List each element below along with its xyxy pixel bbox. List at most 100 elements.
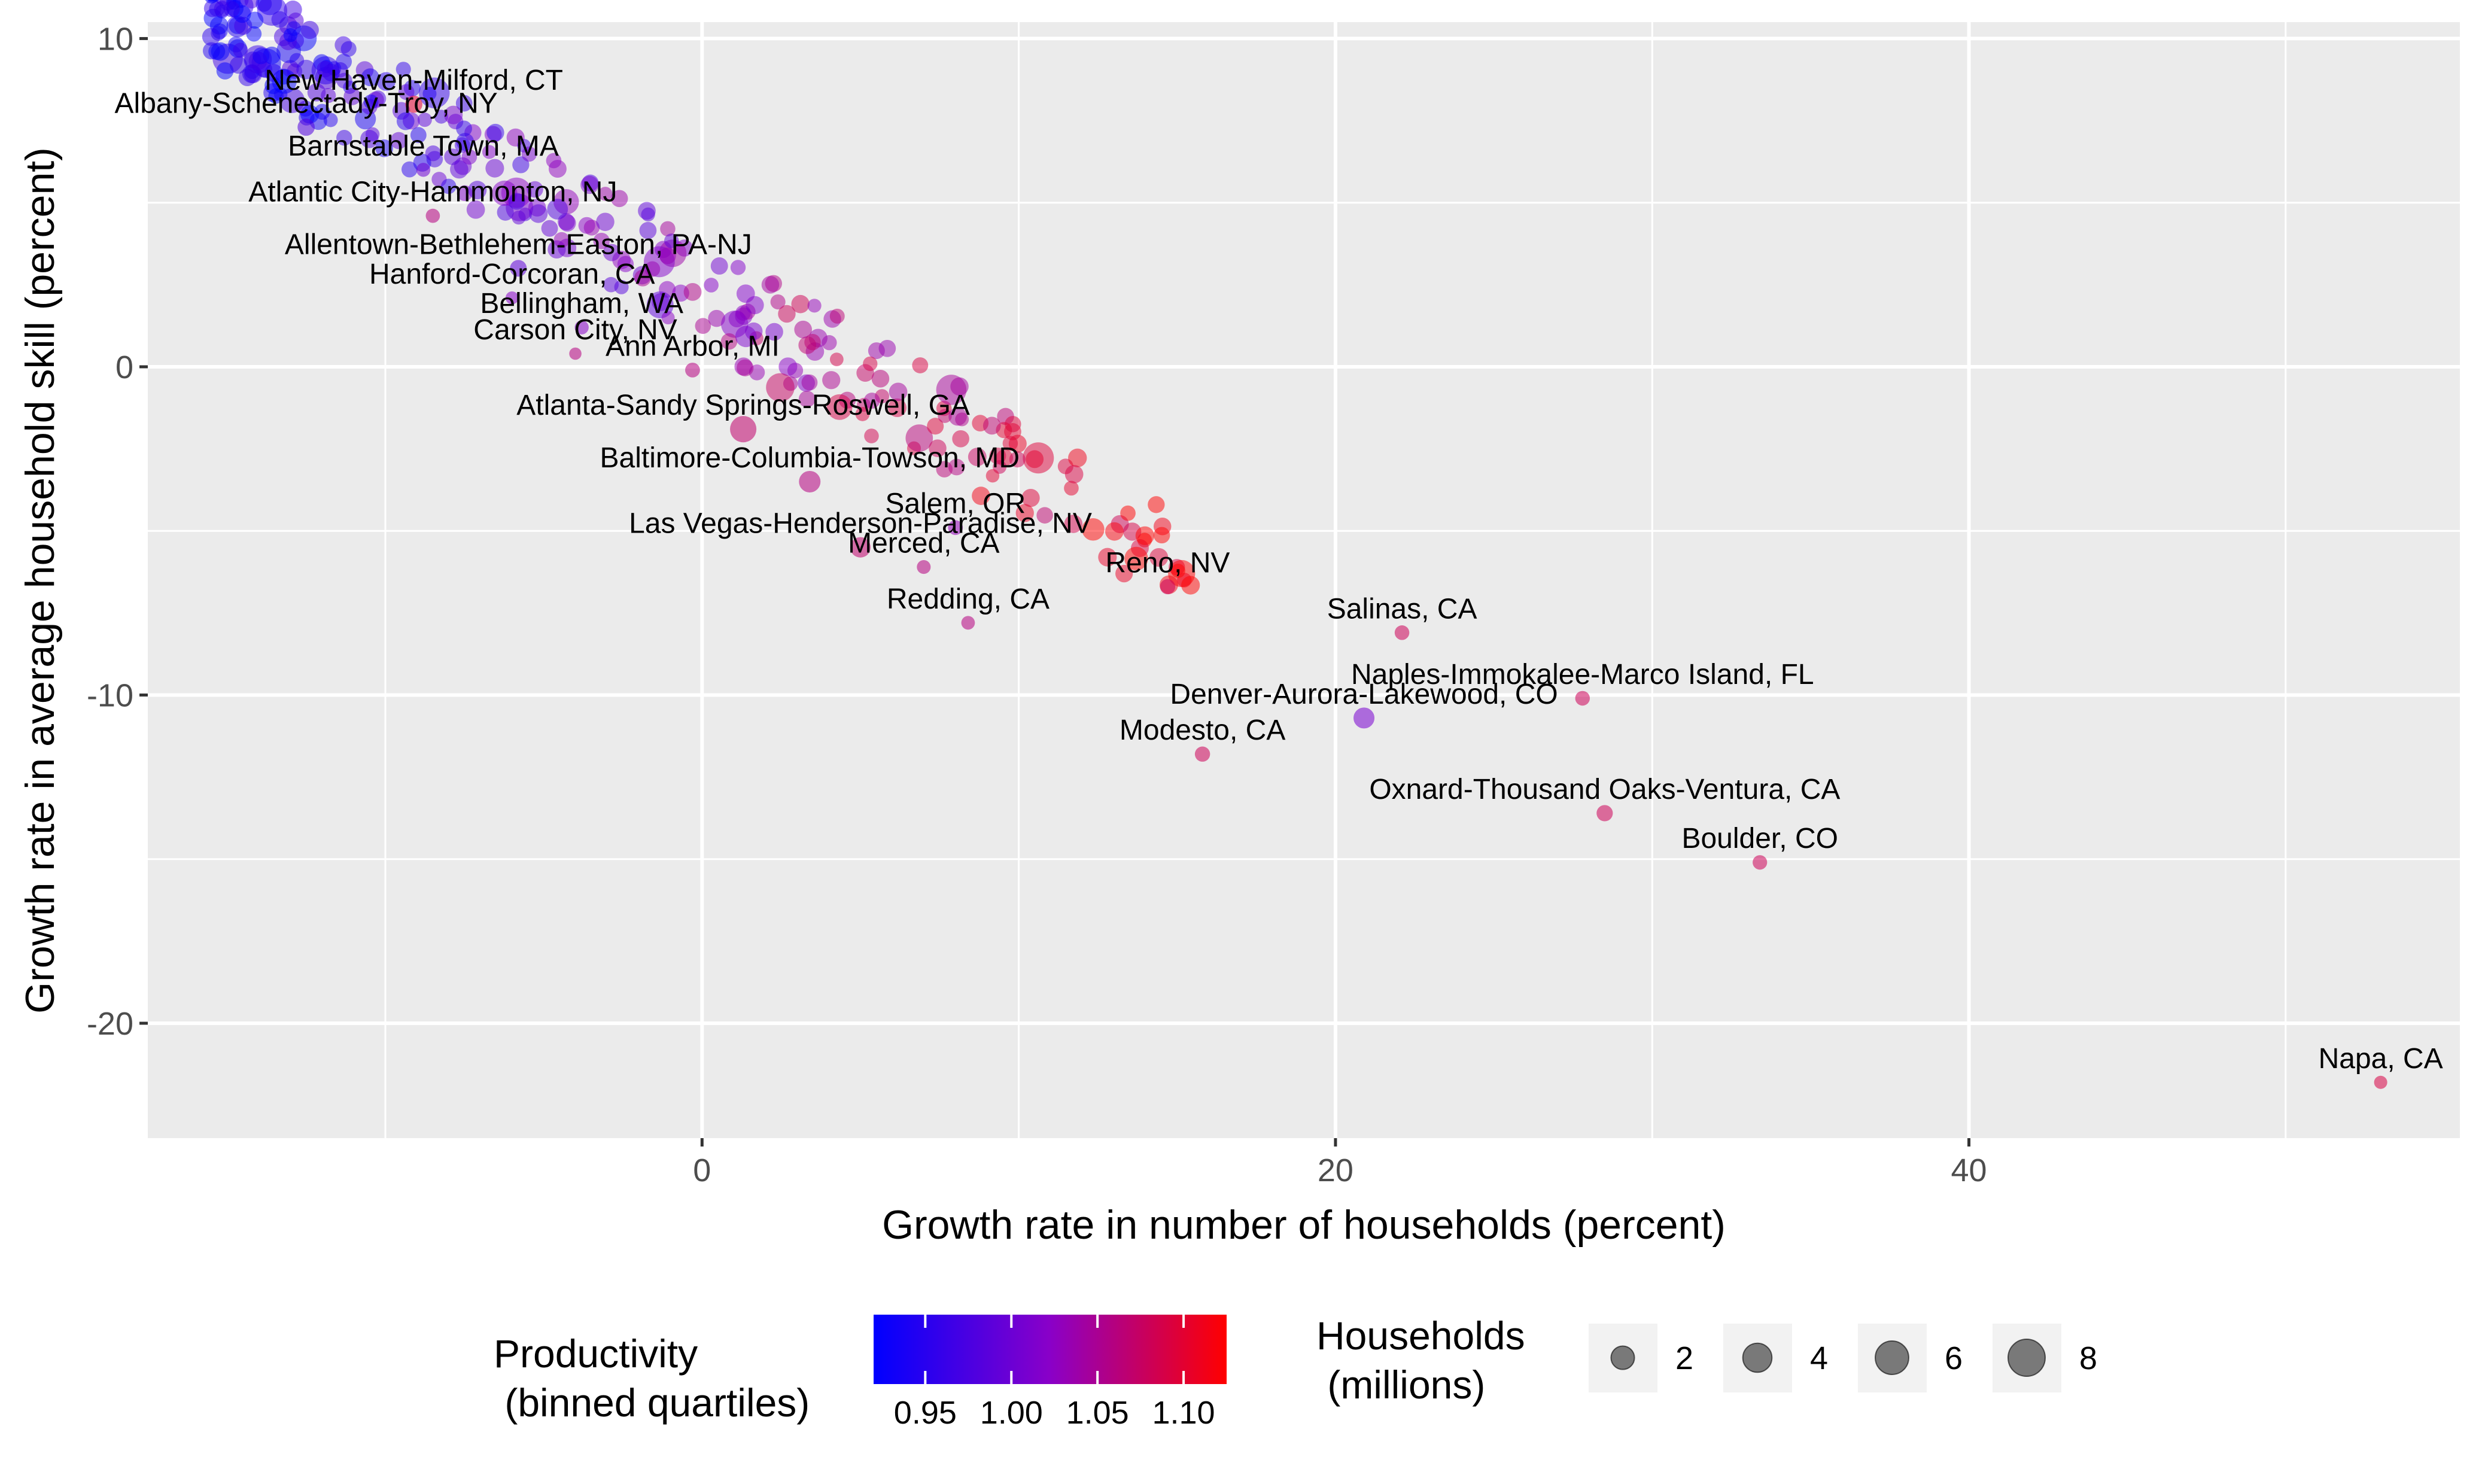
color-legend-title-line2: (binned quartiles) <box>494 1380 810 1425</box>
point-label: Salinas, CA <box>1327 593 1477 625</box>
scatter-point <box>720 333 738 350</box>
scatter-point <box>596 212 615 232</box>
scatter-point <box>208 42 226 60</box>
scatter-point <box>936 375 967 405</box>
scatter-point <box>683 282 702 301</box>
scatter-point <box>968 448 987 467</box>
scatter-point <box>644 261 661 277</box>
scatter-point <box>1036 507 1053 524</box>
labeled-point <box>416 163 431 177</box>
scatter-point <box>863 393 880 409</box>
tick-labels: 0 20 40 10 0 -10 -20 <box>87 21 1987 1188</box>
scatter-point <box>948 407 967 426</box>
labeled-point <box>850 537 871 558</box>
scatter-point <box>246 11 264 29</box>
scatter-point <box>1098 548 1117 567</box>
scatter-point <box>695 318 711 334</box>
scatter-point <box>558 214 576 232</box>
scatter-point <box>610 190 628 208</box>
scatter-point <box>889 382 908 402</box>
scatter-point <box>704 278 719 293</box>
scatter-point <box>482 145 497 159</box>
scatter-point <box>664 233 679 248</box>
scatter-point <box>778 357 798 376</box>
size-legend-key-label: 4 <box>1810 1340 1828 1376</box>
scatter-point <box>508 193 525 210</box>
scatter-point <box>444 105 463 124</box>
size-legend-key-label: 6 <box>1945 1340 1963 1376</box>
scatter-point <box>1153 527 1170 544</box>
point-label: Allentown-Bethlehem-Easton, PA-NJ <box>285 229 752 260</box>
scatter-point <box>497 203 514 221</box>
labeled-point <box>510 260 527 277</box>
scatter-point <box>659 247 676 264</box>
scatter-point <box>376 72 396 91</box>
labeled-point <box>799 470 821 492</box>
point-label: Napa, CA <box>2319 1043 2443 1075</box>
labeled-point <box>1160 579 1176 595</box>
scatter-point <box>863 356 878 372</box>
point-label: Baltimore-Columbia-Towson, MD <box>600 442 1020 474</box>
scatter-point <box>583 220 600 236</box>
point-label: Merced, CA <box>848 528 999 559</box>
scatter-point <box>296 59 317 80</box>
point-label: Hanford-Corcoran, CA <box>369 259 655 290</box>
scatter-point <box>1021 488 1040 507</box>
scatter-point <box>822 334 837 351</box>
scatter-point <box>216 62 234 80</box>
size-legend-key-point <box>2007 1338 2046 1377</box>
scatter-point <box>765 323 783 341</box>
axis-ticks <box>139 37 1971 1147</box>
scatter-point <box>639 221 657 239</box>
scatter-point <box>617 256 634 272</box>
scatter-point <box>440 178 457 194</box>
scatter-point <box>257 0 288 26</box>
scatter-point <box>989 447 1006 465</box>
scatter-point <box>982 416 1001 435</box>
y-tick-label: -10 <box>87 677 133 713</box>
point-labels: New Haven-Milford, CTAlbany-Schenectady-… <box>115 65 2443 1075</box>
scatter-point <box>417 112 432 127</box>
scatter-point <box>641 207 655 222</box>
color-legend-ticks: 0.95 1.00 1.05 1.10 <box>894 1315 1215 1431</box>
scatter-point <box>952 430 969 448</box>
scatter-point <box>361 68 379 87</box>
scatter-point <box>985 469 1000 483</box>
point-label: Las Vegas-Henderson-Paradise, NV <box>629 508 1092 540</box>
scatter-point <box>807 299 822 313</box>
size-legend-keys: 2 4 6 8 <box>1589 1324 2097 1392</box>
scatter-point <box>425 145 442 162</box>
scatter-point <box>401 161 418 178</box>
scatter-point <box>598 187 613 201</box>
major-gridlines <box>148 22 2460 1138</box>
color-legend-tick-label: 1.10 <box>1152 1395 1215 1431</box>
scatter-point <box>396 62 411 77</box>
scatter-point <box>1135 526 1155 545</box>
scatter-point <box>660 221 676 237</box>
scatter-point <box>546 153 562 169</box>
point-label: Carson City, NV <box>473 314 677 346</box>
point-label: Ann Arbor, MI <box>606 330 780 362</box>
unlabeled-points <box>202 0 1200 595</box>
point-label: Boulder, CO <box>1681 823 1838 854</box>
x-tick-label: 40 <box>1951 1152 1987 1188</box>
labeled-point <box>961 616 975 630</box>
scatter-point <box>396 112 415 130</box>
scatter-point <box>317 60 333 78</box>
point-label: Bellingham, WA <box>480 288 683 320</box>
scatter-point <box>871 370 890 388</box>
labeled-point <box>948 520 963 536</box>
scatter-point <box>223 1 240 17</box>
scatter-point <box>730 260 746 275</box>
point-label: Denver-Aurora-Lakewood, CO <box>1170 679 1558 710</box>
scatter-point <box>422 87 437 101</box>
size-legend-title-line1: Households <box>1316 1313 1525 1358</box>
point-label: Redding, CA <box>887 583 1050 615</box>
scatter-point <box>1068 448 1087 467</box>
scatter-point <box>829 352 844 366</box>
labeled-point <box>297 118 315 136</box>
scatter-point <box>770 294 786 310</box>
scatter-point <box>822 371 841 390</box>
scatter-point <box>444 148 461 165</box>
labeled-point <box>1596 805 1613 822</box>
